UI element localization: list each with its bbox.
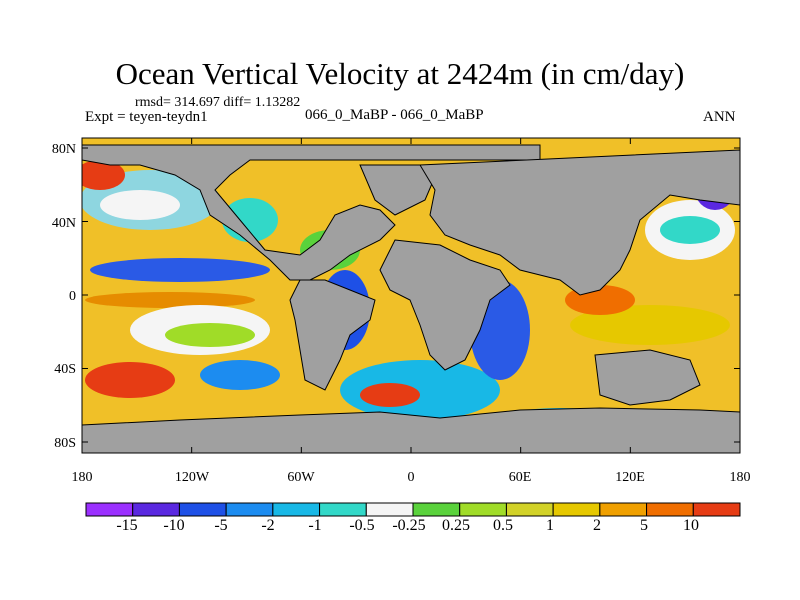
colorbar-box <box>365 502 414 517</box>
colorbar-label: 2 <box>593 517 601 534</box>
lon-label: 180 <box>71 470 93 485</box>
colorbar-label: -1 <box>308 517 322 534</box>
land-africa <box>379 239 511 371</box>
colorbar-box <box>552 502 601 517</box>
lat-label: 0 <box>69 289 76 304</box>
ocean-patch <box>200 360 280 390</box>
colorbar-box <box>319 502 367 517</box>
colorbar-label: -15 <box>116 517 138 534</box>
ocean-patch <box>570 305 730 345</box>
colorbar-box <box>646 502 694 517</box>
colorbar-label: 0.5 <box>493 517 513 534</box>
land-antarctica <box>82 407 740 453</box>
stats-text: rmsd= 314.697 diff= 1.13282 <box>135 95 301 110</box>
case-label: 066_0_MaBP - 066_0_MaBP <box>305 107 484 123</box>
colorbar-label: -0.25 <box>392 517 426 534</box>
colorbar-label: 10 <box>683 517 699 534</box>
colorbar-label: -10 <box>163 517 185 534</box>
colorbar-box <box>272 502 321 517</box>
colorbar-box <box>599 502 648 517</box>
lon-label: 180 <box>729 470 751 485</box>
colorbar-label: 1 <box>546 517 554 534</box>
period-label: ANN <box>703 109 736 125</box>
axis-ticks <box>81 138 741 453</box>
ocean-patch <box>85 362 175 398</box>
lon-label: 60W <box>287 470 315 485</box>
colorbar-box <box>132 502 180 517</box>
colorbar-box <box>85 502 134 517</box>
ocean-patch <box>85 292 255 308</box>
lat-label: 40S <box>54 362 76 377</box>
colorbar-box <box>225 502 274 517</box>
colorbar-box <box>178 502 227 517</box>
land-eurasia <box>419 149 740 296</box>
ocean-patch <box>100 190 180 220</box>
colorbar-label: 0.25 <box>442 517 470 534</box>
colorbar-label: -5 <box>214 517 228 534</box>
experiment-label: Expt = teyen-teydn1 <box>85 109 208 125</box>
lat-label: 80N <box>51 142 76 157</box>
ocean-patch <box>165 323 255 347</box>
plot-title: Ocean Vertical Velocity at 2424m (in cm/… <box>115 56 685 91</box>
lat-label: 80S <box>54 436 76 451</box>
ocean-patch <box>660 216 720 244</box>
land-masses <box>82 144 740 453</box>
colorbar-box <box>459 502 507 517</box>
colorbar-label: -2 <box>261 517 275 534</box>
lon-label: 0 <box>407 470 415 485</box>
colorbar-label: 5 <box>640 517 648 534</box>
land-australia <box>594 349 701 406</box>
lon-label: 60E <box>508 470 532 485</box>
lat-label: 40N <box>51 216 76 231</box>
land-south-america <box>289 279 376 391</box>
map-field <box>82 138 740 453</box>
colorbar-label: -0.5 <box>349 517 375 534</box>
ocean-patch <box>360 383 420 407</box>
colorbar <box>85 502 741 517</box>
colorbar-box <box>505 502 554 517</box>
ocean-patch <box>82 160 125 190</box>
lon-label: 120E <box>615 470 645 485</box>
colorbar-box <box>412 502 461 517</box>
lon-label: 120W <box>174 470 210 485</box>
ocean-patch <box>90 258 270 282</box>
colorbar-box <box>692 502 741 517</box>
land-north-america <box>82 144 541 281</box>
